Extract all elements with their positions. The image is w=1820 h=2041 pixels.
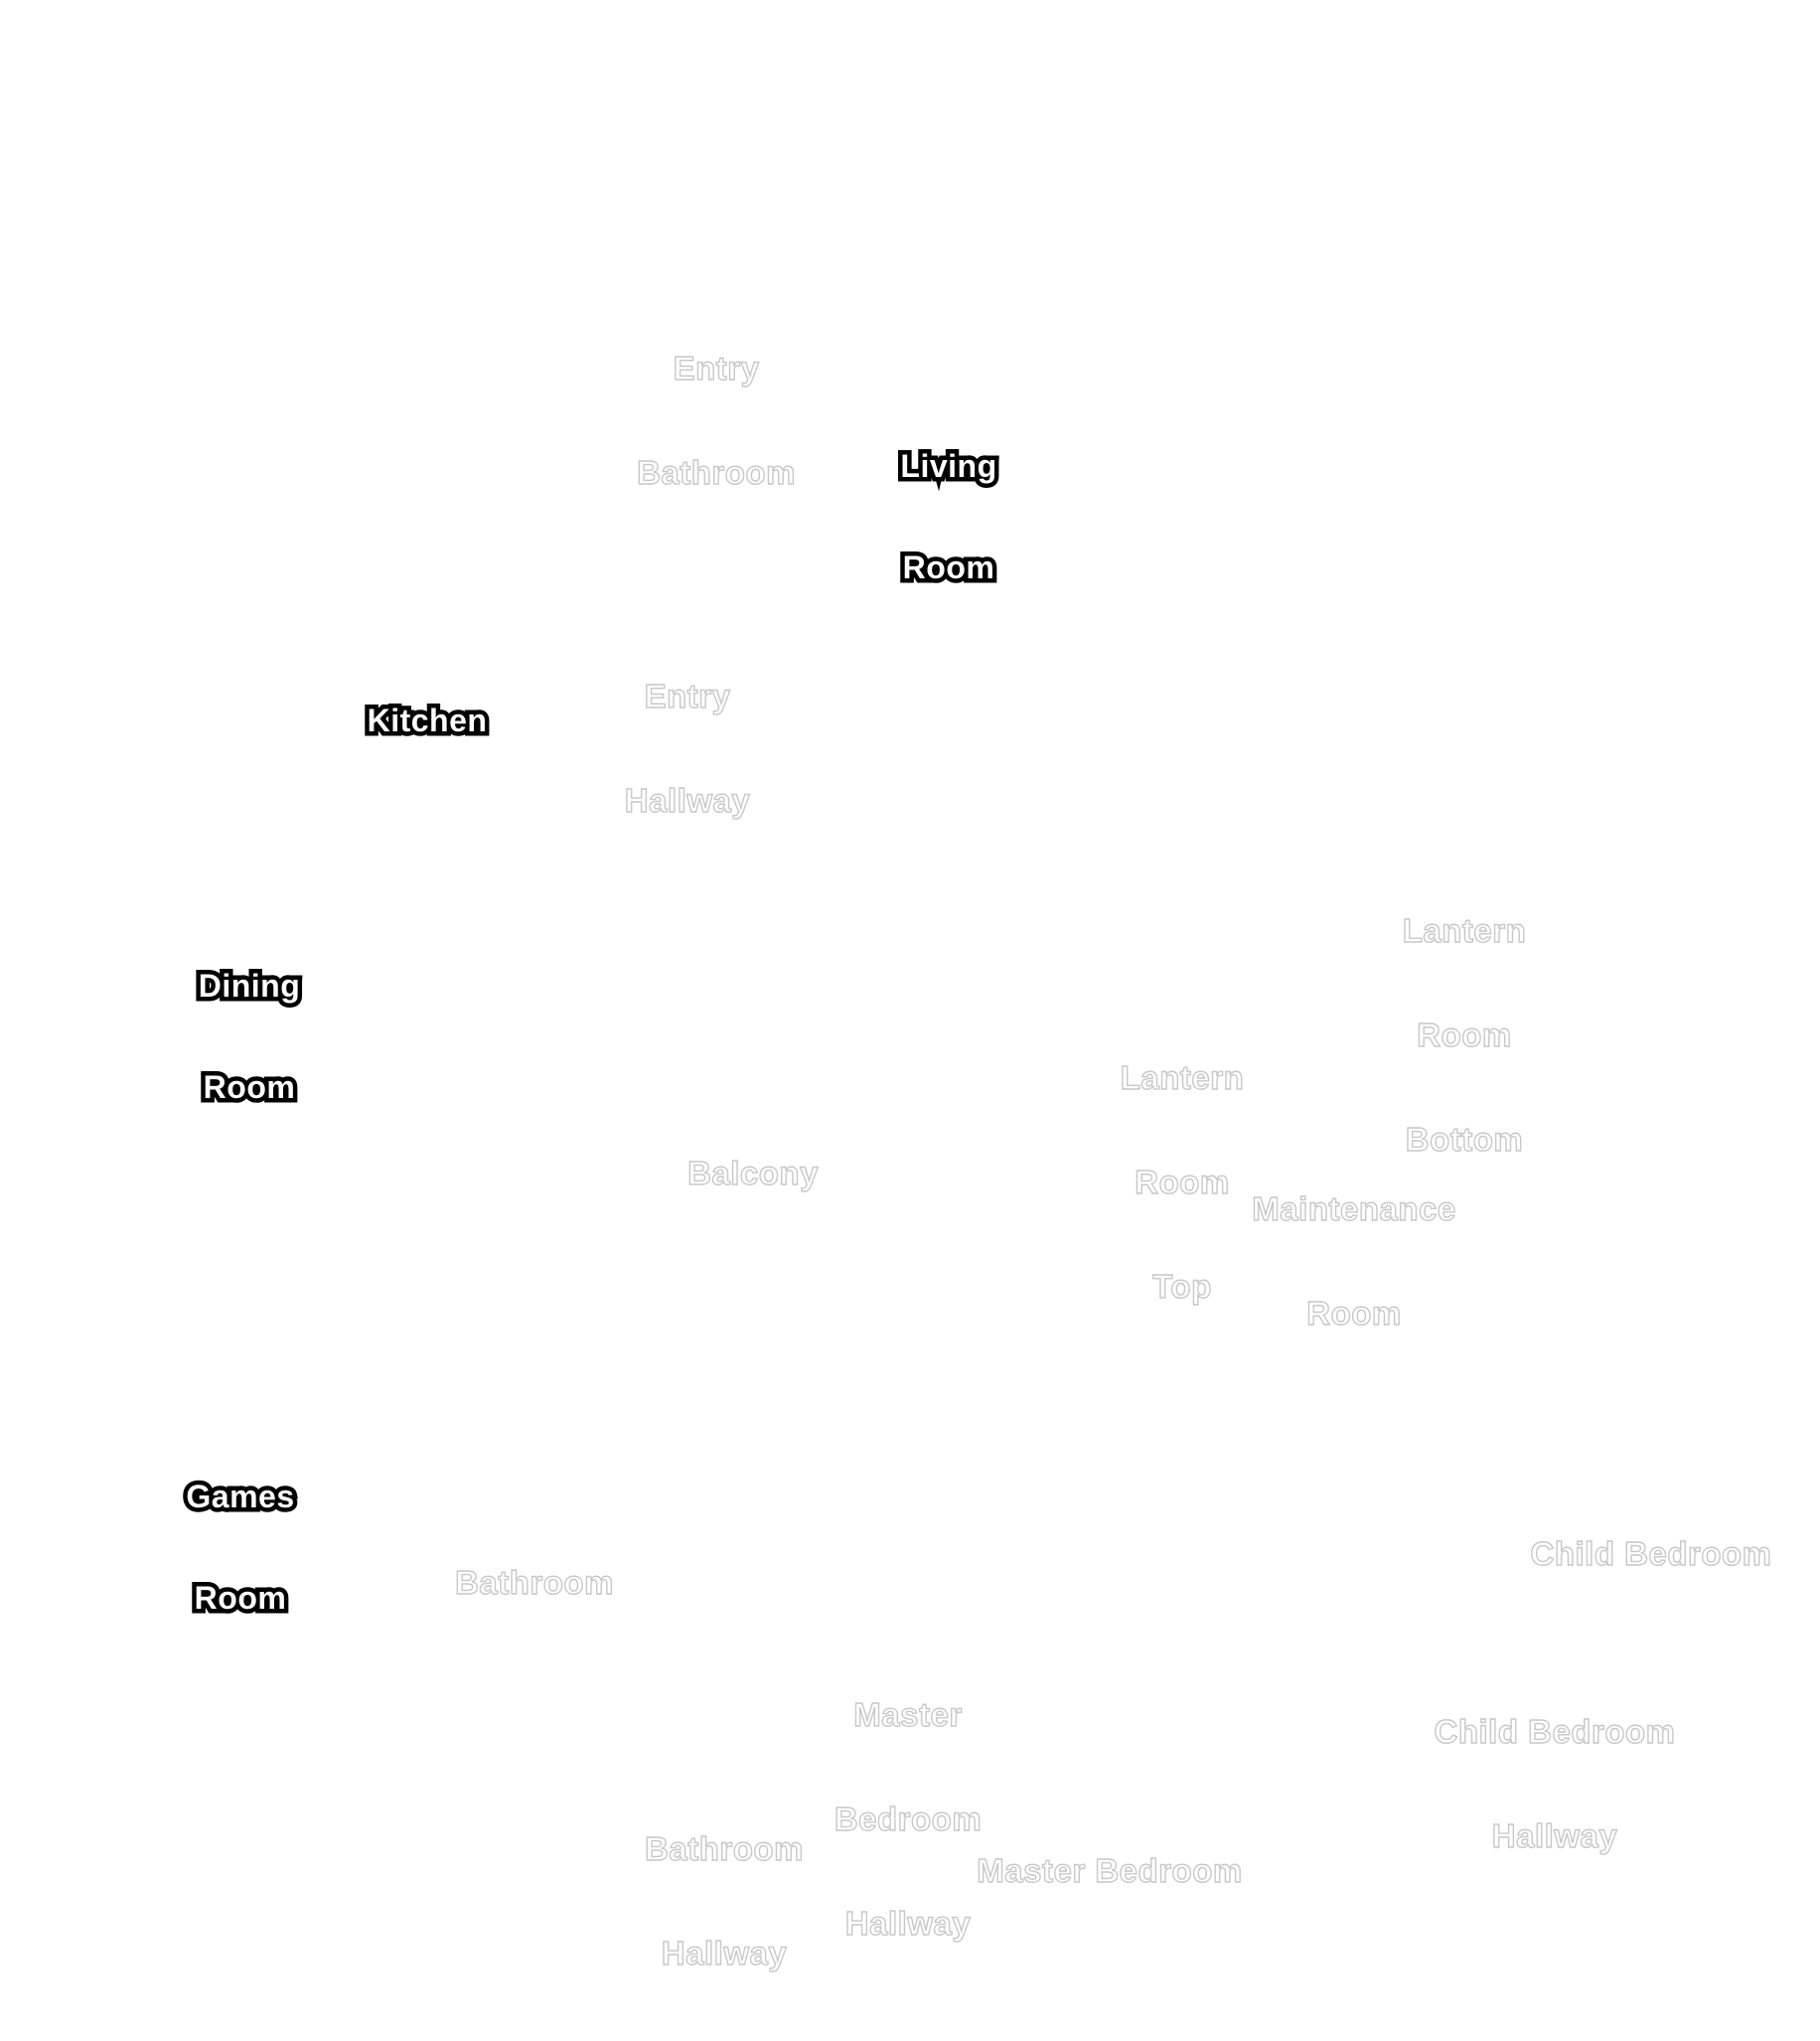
room-label-line: Child Bedroom — [1530, 1535, 1772, 1572]
room-label-line: Hallway — [1491, 1817, 1618, 1854]
room-bathroom[interactable]: Bathroom — [454, 1495, 614, 1669]
room-label-line: Hallway — [661, 1935, 788, 1971]
room-label-line: Bathroom — [644, 1830, 804, 1867]
room-label-line: Bathroom — [454, 1564, 614, 1601]
room-bathroom-hallway[interactable]: Bathroom Hallway — [644, 1762, 804, 2040]
room-lantern-room-bottom[interactable]: Lantern Room Bottom — [1402, 844, 1527, 1226]
room-label-line: Kitchen — [363, 700, 491, 742]
room-balcony[interactable]: Balcony — [686, 1086, 819, 1260]
room-label-line: Entry — [673, 350, 760, 387]
room-label-line: Bathroom — [636, 454, 796, 491]
room-label-line: Room — [1135, 1164, 1230, 1200]
room-label-line: Lantern — [1120, 1059, 1245, 1096]
room-label-line: Top — [1152, 1268, 1212, 1305]
room-label-line: Maintenance — [1252, 1190, 1456, 1227]
room-master-bedroom[interactable]: Master Bedroom — [977, 1784, 1243, 1958]
room-label-line: Balcony — [686, 1155, 819, 1191]
room-lantern-room-top[interactable]: Lantern Room Top — [1120, 991, 1245, 1373]
room-label-line: Living — [896, 445, 1001, 488]
room-label-line: Bottom — [1405, 1121, 1524, 1158]
room-label-line: Lantern — [1402, 912, 1527, 949]
room-label-line: Entry — [644, 678, 731, 714]
room-label-line: Dining — [194, 965, 304, 1008]
room-label-line: Master Bedroom — [977, 1852, 1243, 1889]
map-canvas: Entry Bathroom Living Room Kitchen Entry… — [181, 281, 1772, 1971]
room-dining-room[interactable]: Dining Room — [194, 901, 304, 1172]
room-label-line: Hallway — [844, 1905, 972, 1942]
room-games-room[interactable]: Games Room — [182, 1412, 299, 1682]
room-label-line: Room — [898, 547, 998, 589]
room-label-line: Bedroom — [834, 1801, 983, 1837]
room-label-line: Master — [853, 1696, 963, 1733]
room-label-line: Games — [182, 1476, 299, 1518]
room-label-line: Hallway — [624, 782, 751, 819]
room-child-bedroom[interactable]: Child Bedroom — [1530, 1467, 1772, 1641]
room-living-room[interactable]: Living Room — [896, 382, 1001, 652]
room-child-bedroom-hallway[interactable]: Child Bedroom Hallway — [1434, 1645, 1676, 1923]
room-entry-hallway[interactable]: Entry Hallway — [624, 609, 751, 887]
room-label-line: Child Bedroom — [1434, 1713, 1676, 1750]
room-label-line: Room — [199, 1066, 299, 1109]
room-maintenance-room[interactable]: Maintenance Room — [1252, 1122, 1456, 1400]
room-label-line: Room — [190, 1577, 290, 1620]
room-kitchen[interactable]: Kitchen — [363, 636, 491, 805]
room-label-line: Room — [1306, 1295, 1402, 1332]
room-master-bedroom-hallway[interactable]: Master Bedroom Hallway — [834, 1628, 982, 2010]
room-entry-bathroom[interactable]: Entry Bathroom — [636, 281, 796, 559]
room-label-line: Room — [1417, 1017, 1512, 1053]
